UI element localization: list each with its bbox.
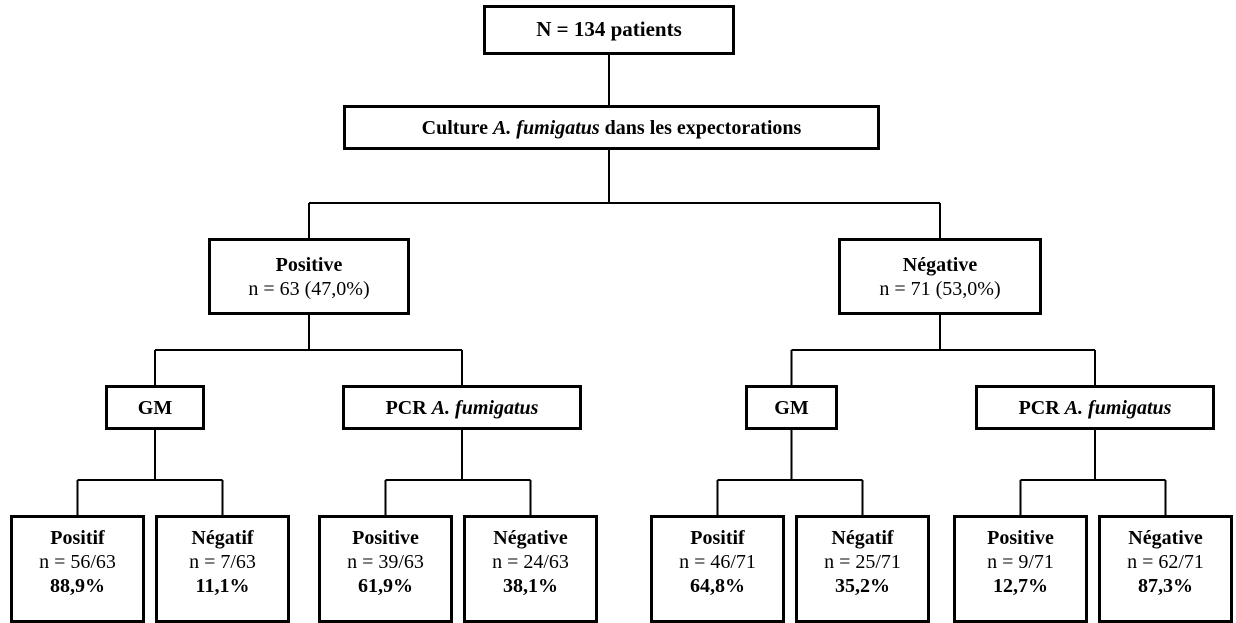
text: Positif: [50, 527, 105, 549]
text: n = 63 (47,0%): [248, 277, 370, 300]
text: n = 56/63: [39, 551, 116, 573]
test-box: GM: [105, 385, 205, 430]
text: n = 39/63: [347, 551, 424, 573]
text-line: Négative: [903, 253, 977, 277]
text: 64,8%: [690, 575, 745, 597]
group-box: Négative n = 71 (53,0%): [838, 238, 1042, 315]
result-box: Négative n = 62/71 87,3%: [1098, 515, 1233, 623]
root-box: N = 134 patients: [483, 5, 735, 55]
text-line: 87,3%: [1138, 574, 1193, 598]
text: 38,1%: [503, 575, 558, 597]
text: 88,9%: [50, 575, 105, 597]
text: A. fumigatus: [431, 396, 539, 419]
text: GM: [774, 396, 809, 419]
text-line: 64,8%: [690, 574, 745, 598]
text: N = 134 patients: [536, 17, 682, 42]
text-line: n = 71 (53,0%): [879, 277, 1000, 301]
result-box: Positif n = 56/63 88,9%: [10, 515, 145, 623]
text-line: Positive: [987, 526, 1054, 550]
text-line: n = 56/63: [39, 550, 116, 574]
text: A. fumigatus: [492, 116, 600, 139]
text-line: n = 25/71: [824, 550, 901, 574]
text: n = 71 (53,0%): [879, 277, 1001, 300]
text-line: N = 134 patients: [536, 17, 682, 42]
text-line: 35,2%: [835, 574, 890, 598]
text: Positive: [275, 253, 343, 276]
result-box: Négatif n = 7/63 11,1%: [155, 515, 290, 623]
text: 12,7%: [993, 575, 1048, 597]
text: n = 24/63: [492, 551, 569, 573]
text-line: 88,9%: [50, 574, 105, 598]
text: Négative: [1128, 527, 1203, 549]
text: A. fumigatus: [1064, 396, 1172, 419]
text-line: n = 63 (47,0%): [248, 277, 369, 301]
text: n = 46/71: [679, 551, 756, 573]
text-line: n = 24/63: [492, 550, 569, 574]
text-line: Positif: [690, 526, 744, 550]
result-box: Négatif n = 25/71 35,2%: [795, 515, 930, 623]
text: Négative: [493, 527, 568, 549]
text-line: Négatif: [191, 526, 253, 550]
result-box: Positive n = 39/63 61,9%: [318, 515, 453, 623]
text: Positif: [690, 527, 745, 549]
text-line: n = 62/71: [1127, 550, 1204, 574]
text-line: Négatif: [831, 526, 893, 550]
text: 11,1%: [195, 575, 250, 597]
test-box: PCR A. fumigatus: [342, 385, 582, 430]
text: Positive: [352, 527, 419, 549]
text: 61,9%: [358, 575, 413, 597]
culture-box: Culture A. fumigatus dans les expectorat…: [343, 105, 880, 150]
text: 87,3%: [1138, 575, 1193, 597]
text: Négative: [902, 253, 978, 276]
text-line: Négative: [493, 526, 567, 550]
text-line: n = 7/63: [189, 550, 256, 574]
result-box: Négative n = 24/63 38,1%: [463, 515, 598, 623]
text-line: PCR A. fumigatus: [1019, 396, 1172, 420]
text: Culture: [421, 116, 488, 139]
text: PCR: [385, 396, 427, 419]
text-line: 11,1%: [196, 574, 250, 598]
result-box: Positive n = 9/71 12,7%: [953, 515, 1088, 623]
text: n = 7/63: [189, 551, 256, 573]
text: GM: [137, 396, 173, 419]
text: PCR: [1018, 396, 1060, 419]
text: n = 62/71: [1127, 551, 1204, 573]
result-box: Positif n = 46/71 64,8%: [650, 515, 785, 623]
text-line: Positif: [50, 526, 104, 550]
text: 35,2%: [835, 575, 890, 597]
text: Négatif: [831, 527, 894, 549]
text-line: GM: [138, 396, 172, 420]
text-line: Positive: [352, 526, 419, 550]
text-line: n = 46/71: [679, 550, 756, 574]
text: n = 9/71: [987, 551, 1054, 573]
text-line: Culture A. fumigatus dans les expectorat…: [422, 116, 802, 140]
text: Négatif: [191, 527, 254, 549]
test-box: GM: [745, 385, 838, 430]
text: Positive: [987, 527, 1054, 549]
text-line: PCR A. fumigatus: [386, 396, 539, 420]
text-line: 12,7%: [993, 574, 1048, 598]
text-line: 61,9%: [358, 574, 413, 598]
group-box: Positive n = 63 (47,0%): [208, 238, 410, 315]
text-line: Positive: [276, 253, 343, 277]
text-line: Négative: [1128, 526, 1202, 550]
text-line: 38,1%: [503, 574, 558, 598]
text: dans les expectorations: [604, 116, 802, 139]
text: n = 25/71: [824, 551, 901, 573]
text-line: n = 9/71: [987, 550, 1054, 574]
text-line: n = 39/63: [347, 550, 424, 574]
test-box: PCR A. fumigatus: [975, 385, 1215, 430]
text-line: GM: [774, 396, 808, 420]
